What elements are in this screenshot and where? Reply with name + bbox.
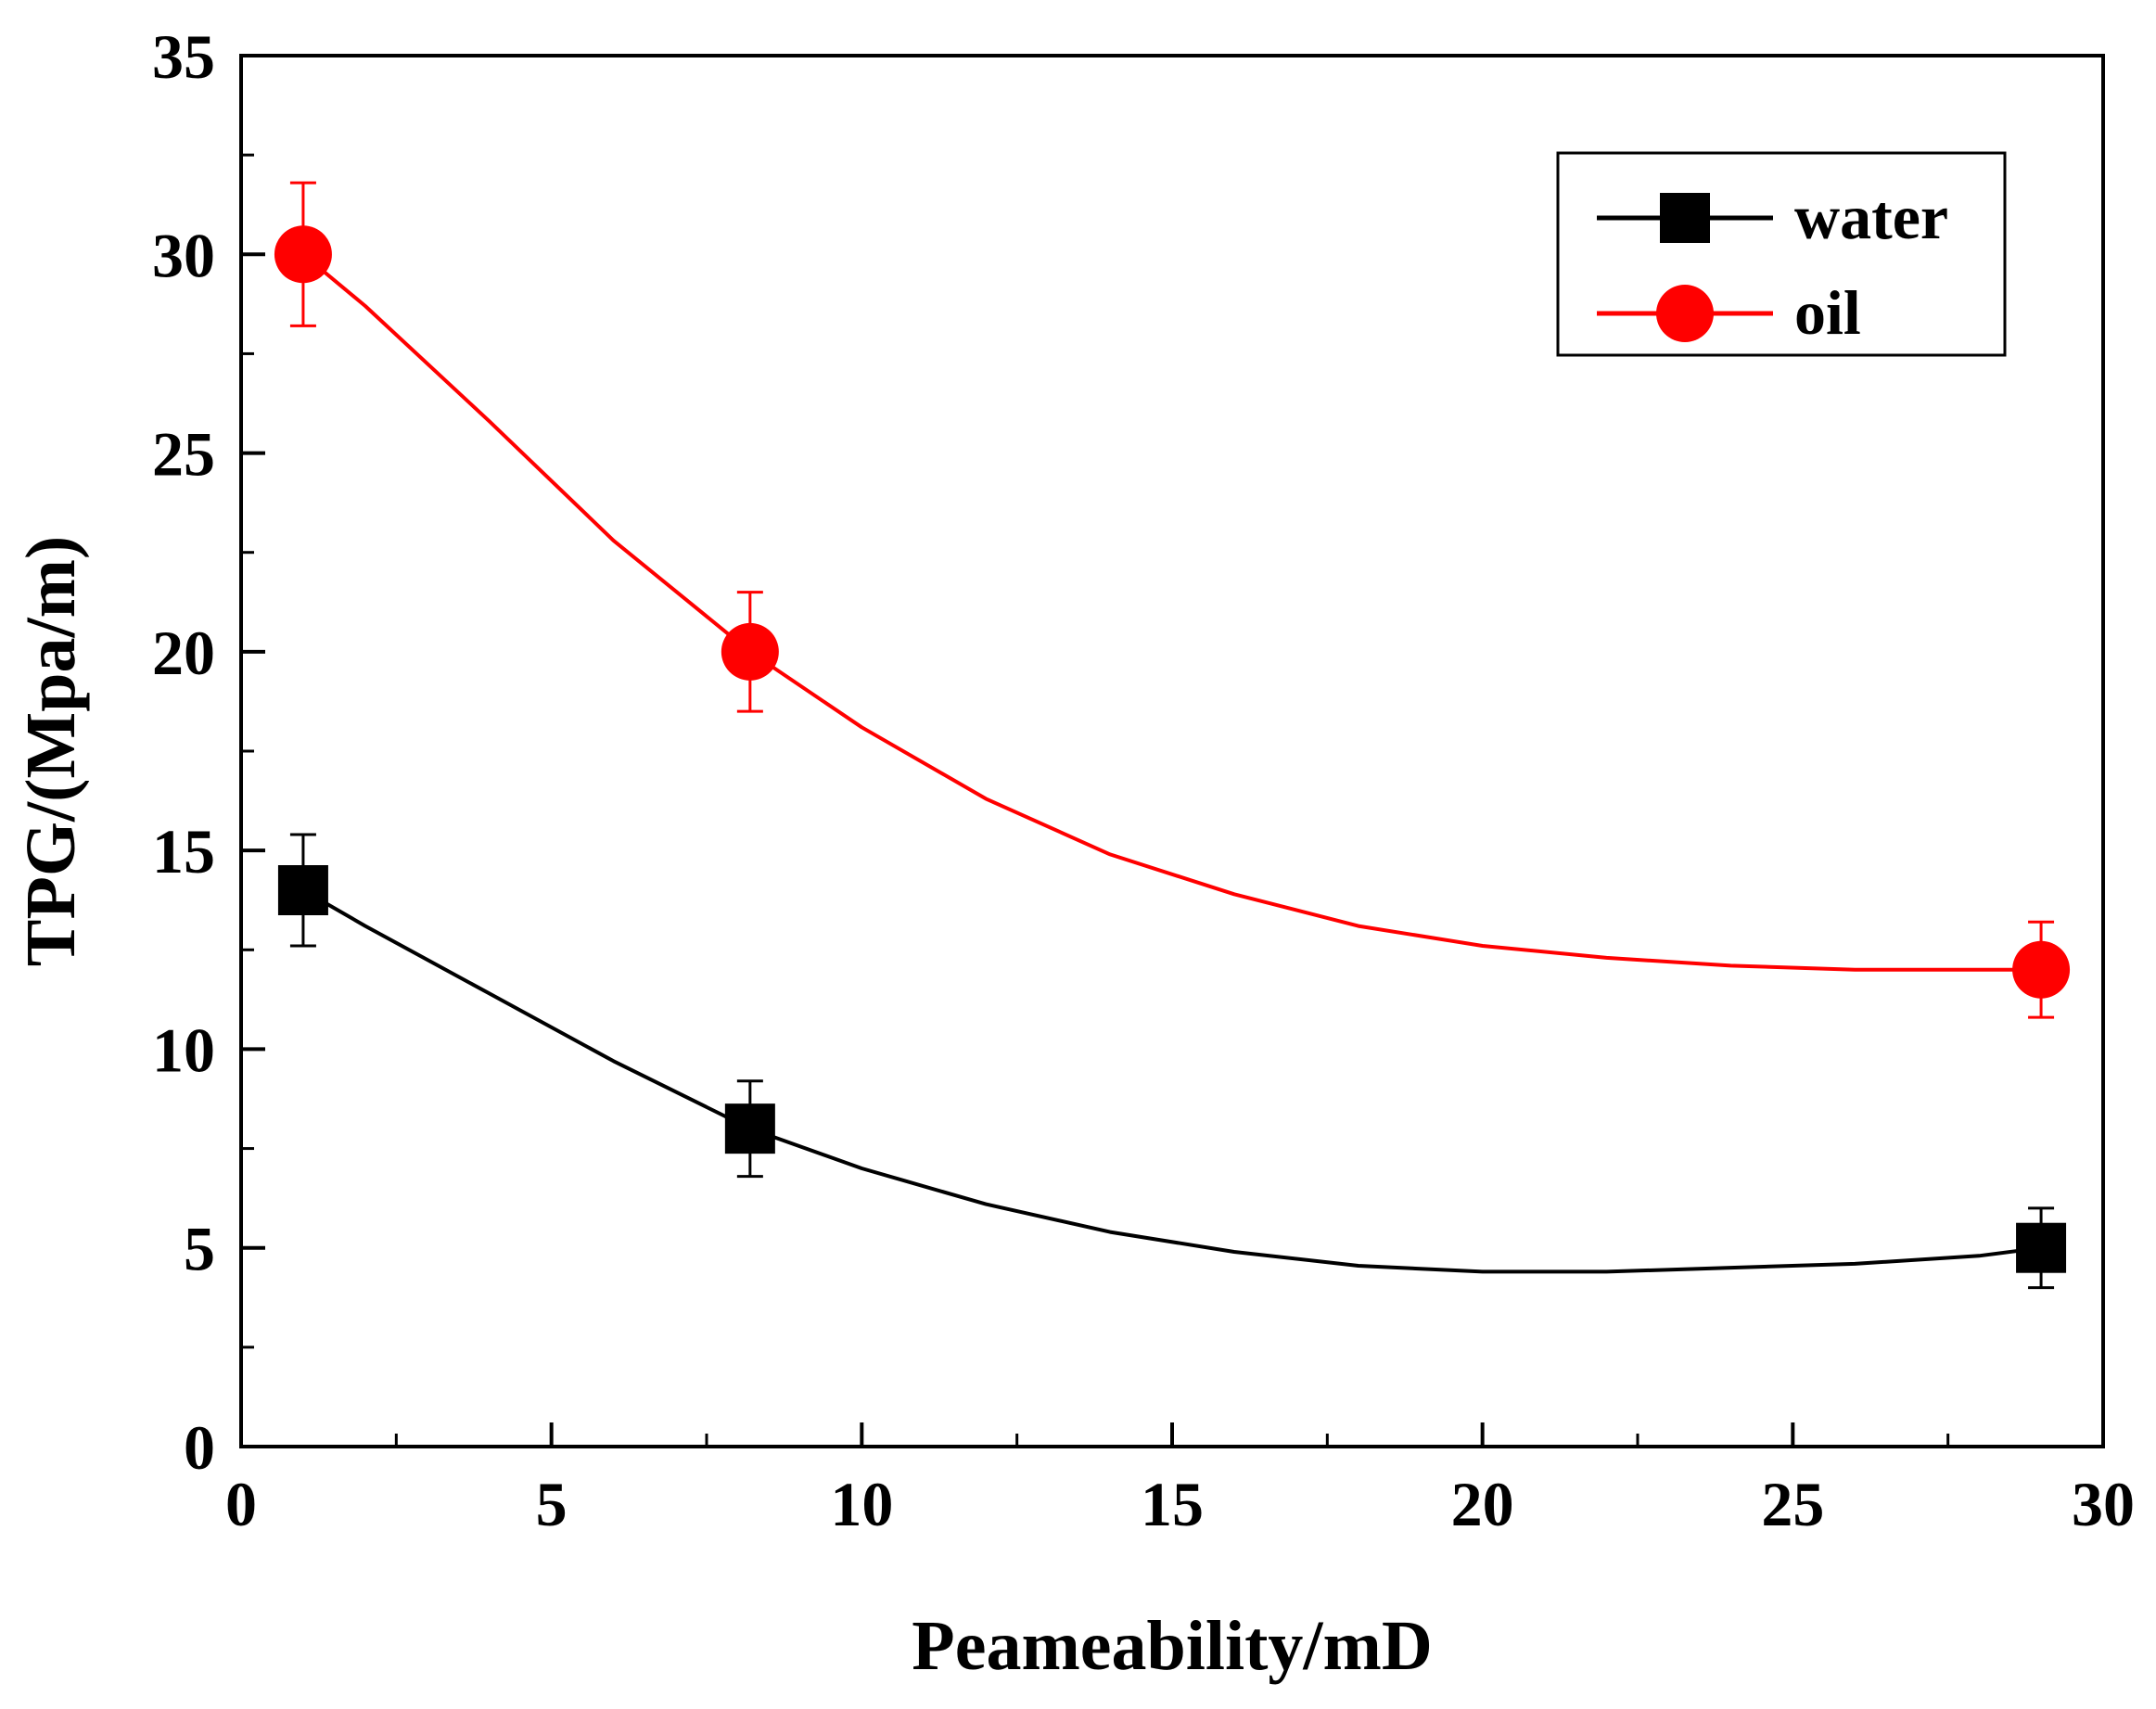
x-tick-label: 30 bbox=[2072, 1469, 2135, 1539]
legend-box bbox=[1556, 151, 2007, 357]
x-tick-label: 15 bbox=[1141, 1469, 1204, 1539]
y-tick-label: 30 bbox=[152, 220, 215, 290]
legend-marker-oil bbox=[1656, 285, 1714, 342]
data-point-water bbox=[277, 865, 328, 915]
axis-tick-labels: 0 5 10 15 20 25 30 0 5 10 15 20 25 30 35 bbox=[152, 21, 2135, 1539]
y-tick-label: 25 bbox=[152, 419, 215, 490]
legend-label-water: water bbox=[1794, 182, 1948, 252]
data-point-water bbox=[2016, 1222, 2067, 1273]
legend: water oil bbox=[1556, 151, 2007, 357]
y-tick-label: 35 bbox=[152, 21, 215, 92]
data-point-oil bbox=[274, 225, 332, 284]
x-tick-label: 20 bbox=[1451, 1469, 1514, 1539]
x-tick-label: 5 bbox=[536, 1469, 568, 1539]
series-line-oil bbox=[301, 252, 2042, 972]
series-curves bbox=[301, 252, 2042, 1274]
y-tick-label: 0 bbox=[184, 1412, 215, 1483]
x-tick-label: 0 bbox=[225, 1469, 257, 1539]
data-point-water bbox=[724, 1103, 775, 1154]
data-markers bbox=[274, 225, 2071, 1273]
legend-marker-water bbox=[1660, 193, 1710, 243]
y-tick-label: 5 bbox=[184, 1214, 215, 1284]
y-tick-label: 10 bbox=[152, 1014, 215, 1085]
x-axis-title: Peameability/mD bbox=[912, 1607, 1432, 1685]
y-tick-label: 15 bbox=[152, 816, 215, 886]
y-axis-title: TPG/(Mpa/m) bbox=[12, 536, 90, 966]
legend-label-oil: oil bbox=[1794, 277, 1861, 348]
data-point-oil bbox=[2012, 940, 2071, 999]
y-tick-label: 20 bbox=[152, 618, 215, 688]
data-point-oil bbox=[721, 622, 779, 681]
x-tick-label: 25 bbox=[1761, 1469, 1824, 1539]
axis-ticks bbox=[239, 54, 2105, 1448]
series-line-water bbox=[301, 888, 2042, 1274]
x-tick-label: 10 bbox=[830, 1469, 893, 1539]
